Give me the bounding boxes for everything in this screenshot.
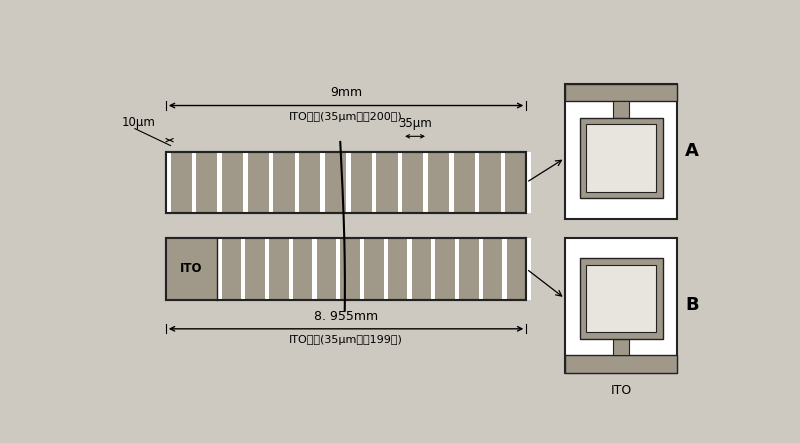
Bar — [565, 84, 678, 219]
Bar — [423, 152, 428, 214]
Bar — [565, 84, 678, 101]
Bar — [241, 238, 246, 299]
Bar — [360, 238, 364, 299]
Bar — [166, 238, 218, 299]
Bar — [586, 124, 656, 192]
Bar — [614, 339, 629, 355]
Bar — [346, 152, 350, 214]
Bar — [218, 238, 222, 299]
Bar — [269, 152, 274, 214]
Text: 9mm: 9mm — [330, 86, 362, 99]
Bar — [478, 238, 483, 299]
Bar — [218, 152, 222, 214]
Bar — [192, 152, 196, 214]
Bar — [265, 238, 269, 299]
Bar — [384, 238, 388, 299]
Text: ITO基线(35μm宽、199根): ITO基线(35μm宽、199根) — [289, 335, 403, 345]
Text: ITO: ITO — [180, 262, 203, 275]
Bar — [614, 101, 629, 118]
Bar — [372, 152, 377, 214]
Bar — [501, 152, 505, 214]
Bar — [166, 152, 170, 214]
Text: ITO: ITO — [610, 384, 632, 397]
Text: A: A — [685, 142, 699, 160]
Bar — [565, 355, 678, 373]
Bar — [580, 258, 662, 339]
Bar — [166, 238, 526, 299]
Bar — [526, 238, 530, 299]
Text: B: B — [685, 296, 698, 315]
Bar — [336, 238, 341, 299]
Bar — [586, 265, 656, 332]
Bar — [526, 152, 531, 214]
Text: 10μm: 10μm — [122, 116, 155, 129]
Bar — [431, 238, 435, 299]
Bar — [289, 238, 293, 299]
Bar — [565, 238, 678, 373]
Bar — [166, 152, 526, 214]
Text: 8. 955mm: 8. 955mm — [314, 310, 378, 323]
Bar — [294, 152, 299, 214]
Bar — [243, 152, 248, 214]
Bar — [313, 238, 317, 299]
Text: 35μm: 35μm — [398, 117, 432, 130]
Bar — [580, 118, 662, 198]
Bar — [166, 152, 526, 214]
Bar — [449, 152, 454, 214]
Bar — [474, 152, 479, 214]
Bar — [320, 152, 325, 214]
Bar — [398, 152, 402, 214]
Text: ITO基线(35μm宽、200根): ITO基线(35μm宽、200根) — [289, 112, 403, 122]
Bar — [455, 238, 459, 299]
Bar — [407, 238, 412, 299]
Bar — [502, 238, 506, 299]
Bar — [166, 238, 526, 299]
